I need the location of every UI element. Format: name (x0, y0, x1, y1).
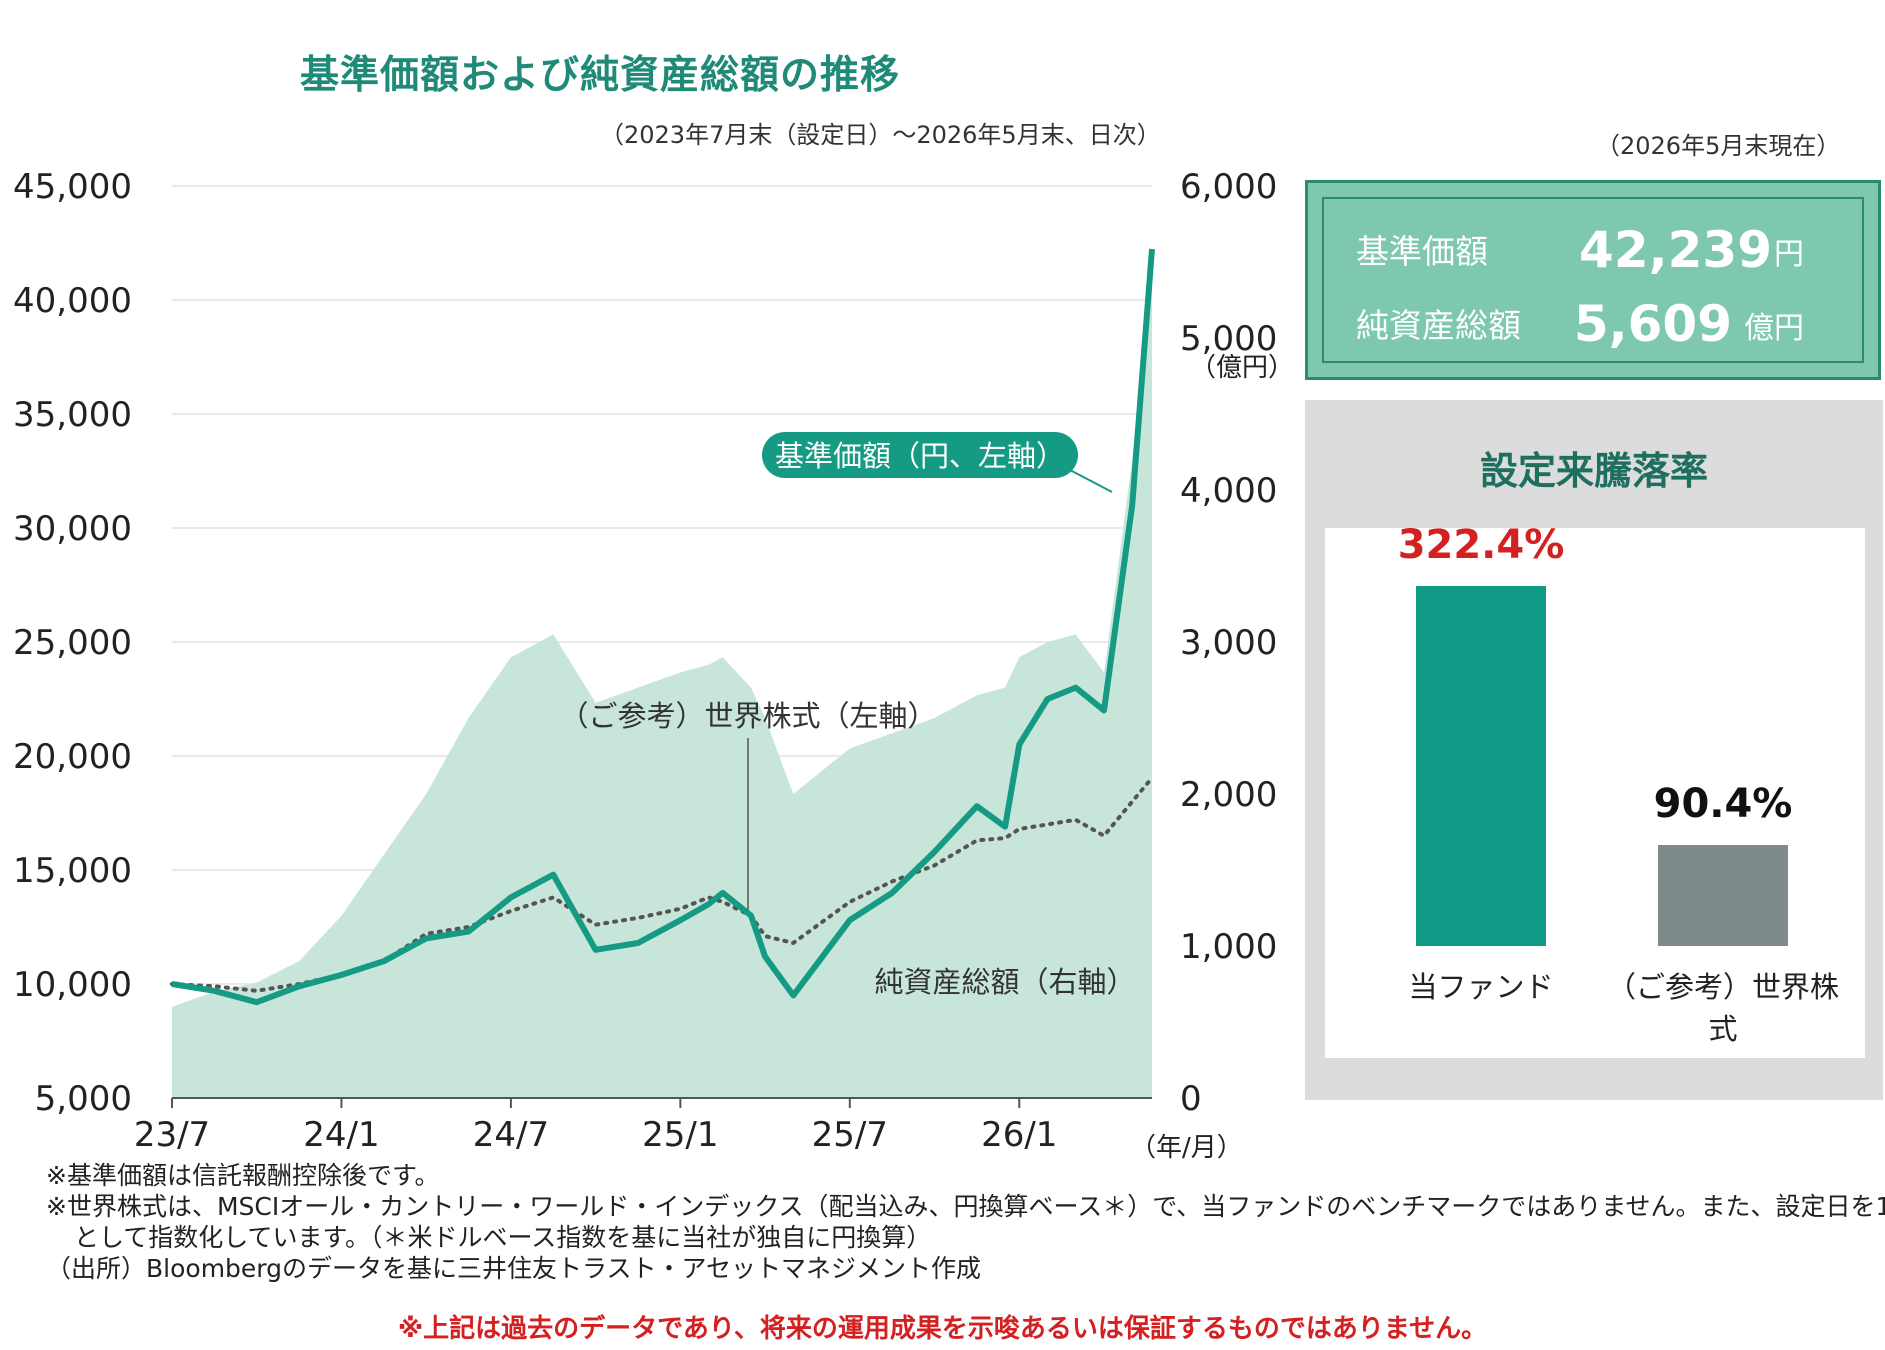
y-right-unit: （億円） (1190, 353, 1294, 383)
fund-callout-label: 基準価額（円、左軸） (775, 439, 1065, 473)
assets-value: 5,609 (1573, 295, 1732, 353)
note-benchmark: ※世界株式は、MSCIオール・カントリー・ワールド・インデックス（配当込み、円換… (46, 1192, 1885, 1221)
nav-unit: 円 (1774, 237, 1804, 272)
y-left-tick-label: 40,000 (13, 281, 132, 321)
x-tick-label: 24/1 (303, 1115, 379, 1155)
as-of-date: （2026年5月末現在） (1596, 132, 1841, 160)
y-right-tick-label: 0 (1180, 1079, 1202, 1119)
summary-inner-frame: 基準価額 42,239 円 純資産総額 5,609 億円 (1322, 197, 1864, 363)
y-left-tick-label: 30,000 (13, 509, 132, 549)
benchmark-bar-label: （ご参考）世界株式 (1606, 970, 1839, 1046)
chart-title: 基準価額および純資産総額の推移 (300, 53, 901, 98)
y-left-tick-label: 20,000 (13, 737, 132, 777)
benchmark-annotation: （ご参考）世界株式（左軸） (559, 699, 936, 733)
y-left-tick-label: 35,000 (13, 395, 132, 435)
y-left-tick-label: 25,000 (13, 623, 132, 663)
performance-title: 設定来騰落率 (1479, 449, 1708, 493)
fund-bar-label: 当ファンド (1408, 970, 1554, 1004)
assets-row: 純資産総額 5,609 億円 (1356, 295, 1804, 355)
disclaimer: ※上記は過去のデータであり、将来の運用成果を示唆あるいは保証するものではありませ… (397, 1314, 1488, 1344)
y-left-tick-label: 10,000 (13, 965, 132, 1005)
y-left-tick-label: 45,000 (13, 167, 132, 207)
annotations: 基準価額（円、左軸） （ご参考）世界株式（左軸） 純資産総額（右軸） (559, 432, 1136, 999)
fund-bar-value: 322.4% (1397, 522, 1565, 568)
y-left-tick-label: 15,000 (13, 851, 132, 891)
nav-value: 42,239 (1579, 221, 1772, 279)
series-layer (170, 248, 1155, 1006)
summary-panel: 基準価額 42,239 円 純資産総額 5,609 億円 (1305, 180, 1881, 380)
x-axis-unit: （年/月） (1130, 1133, 1243, 1163)
nav-label: 基準価額 (1356, 232, 1488, 271)
note-benchmark-cont: として指数化しています。（＊米ドルベース指数を基に当社が独自に円換算） (74, 1223, 932, 1252)
assets-annotation: 純資産総額（右軸） (874, 965, 1135, 999)
y-right-tick-label: 1,000 (1180, 927, 1277, 967)
y-left-tick-label: 5,000 (35, 1079, 132, 1119)
x-tick-label: 26/1 (981, 1115, 1057, 1155)
line-chart: 45,000 40,000 35,000 30,000 25,000 20,000 15,0… (13, 167, 1294, 1163)
benchmark-bar (1658, 845, 1788, 946)
assets-area-layer (172, 245, 1152, 1098)
note-fee: ※基準価額は信託報酬控除後です。 (46, 1161, 440, 1190)
performance-bar-chart: 322.4% 90.4% 当ファンド （ご参考）世界株式 (1325, 522, 1865, 1058)
fund-bar (1416, 586, 1546, 946)
x-tick-label: 25/7 (812, 1115, 888, 1155)
assets-unit: 億円 (1744, 311, 1804, 346)
fund-callout-leader (1069, 469, 1113, 493)
benchmark-bar-value: 90.4% (1653, 781, 1793, 828)
x-tick-label: 25/1 (642, 1115, 718, 1155)
note-source: （出所）Bloombergのデータを基に三井住友トラスト・アセットマネジメント作… (46, 1254, 982, 1283)
y-right-tick-label: 4,000 (1180, 471, 1277, 511)
y-right-tick-label: 3,000 (1180, 623, 1277, 663)
y-right-tick-label: 2,000 (1180, 775, 1277, 815)
footnotes: ※基準価額は信託報酬控除後です。 ※世界株式は、MSCIオール・カントリー・ワー… (46, 1160, 1885, 1284)
chart-subtitle: （2023年7月末（設定日）～2026年5月末、日次） (600, 121, 1161, 149)
assets-label: 純資産総額 (1356, 306, 1521, 345)
fund-callout-box (762, 432, 1078, 478)
y-right-tick-label: 6,000 (1180, 167, 1277, 207)
y-right-tick-label: 5,000 (1180, 319, 1277, 359)
performance-panel: 設定来騰落率 322.4% 90.4% 当ファンド （ご参考）世界株式 (1305, 400, 1883, 1100)
fund-line (171, 248, 1155, 1006)
axes (171, 1097, 1152, 1108)
axis-labels: 45,000 40,000 35,000 30,000 25,000 20,000 15,0… (13, 167, 1294, 1163)
x-tick-label: 24/7 (473, 1115, 549, 1155)
x-tick-label: 23/7 (134, 1115, 210, 1155)
assets-area (172, 245, 1152, 1098)
nav-row: 基準価額 42,239 円 (1356, 221, 1804, 281)
